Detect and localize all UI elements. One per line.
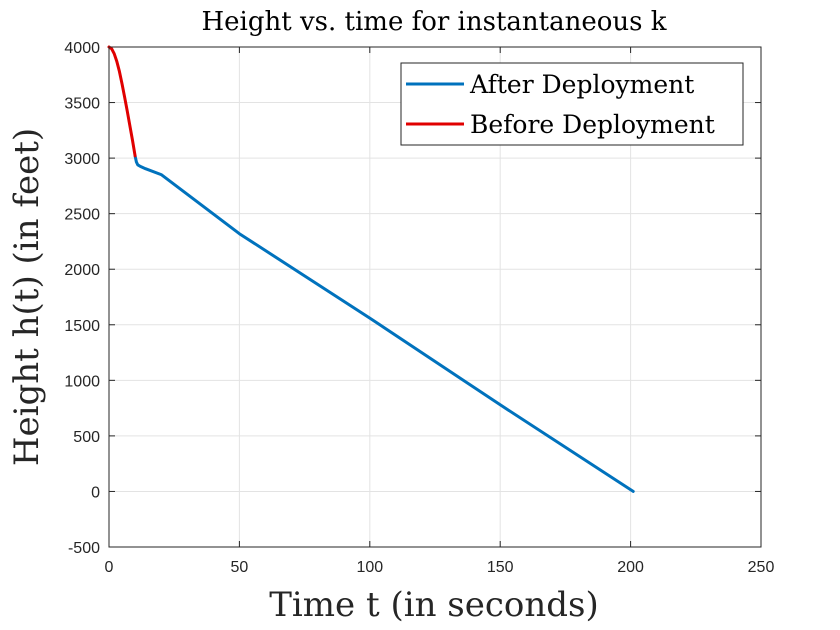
y-tick-label: 1000 xyxy=(64,373,100,390)
x-tick-label: 0 xyxy=(105,559,114,576)
y-tick-label: 3500 xyxy=(64,96,100,113)
plot-lines xyxy=(107,45,635,493)
legend-label: After Deployment xyxy=(469,70,694,99)
y-tick-label: 2000 xyxy=(64,262,100,279)
legend: After Deployment Before Deployment xyxy=(400,62,744,146)
axes-box xyxy=(108,46,762,548)
series-line-before-deployment xyxy=(107,45,137,158)
x-tick-label: 50 xyxy=(231,559,249,576)
y-tick-label: -500 xyxy=(68,540,100,557)
y-tick-label: 2500 xyxy=(64,207,100,224)
x-axis-label: Time t (in seconds) xyxy=(269,585,599,625)
y-tick-label: 0 xyxy=(91,484,100,501)
y-tick-label: 4000 xyxy=(64,40,100,57)
y-tick-label: 3000 xyxy=(64,151,100,168)
x-tick-label: 200 xyxy=(617,559,644,576)
x-tick-label: 250 xyxy=(748,559,775,576)
y-axis-label: Height h(t) (in feet) xyxy=(7,128,47,466)
tick-labels: 0 50 100 150 200 250 -500 0 500 1000 1500 2000 2500 3… xyxy=(64,40,774,576)
x-tick-label: 150 xyxy=(487,559,514,576)
y-tick-label: 1500 xyxy=(64,318,100,335)
series-line-after-deployment xyxy=(133,154,635,493)
legend-label: Before Deployment xyxy=(470,110,715,139)
y-tick-label: 500 xyxy=(73,429,100,446)
legend-box xyxy=(400,62,744,146)
x-tick-label: 100 xyxy=(356,559,383,576)
chart-title: Height vs. time for instantaneous k xyxy=(201,7,666,37)
